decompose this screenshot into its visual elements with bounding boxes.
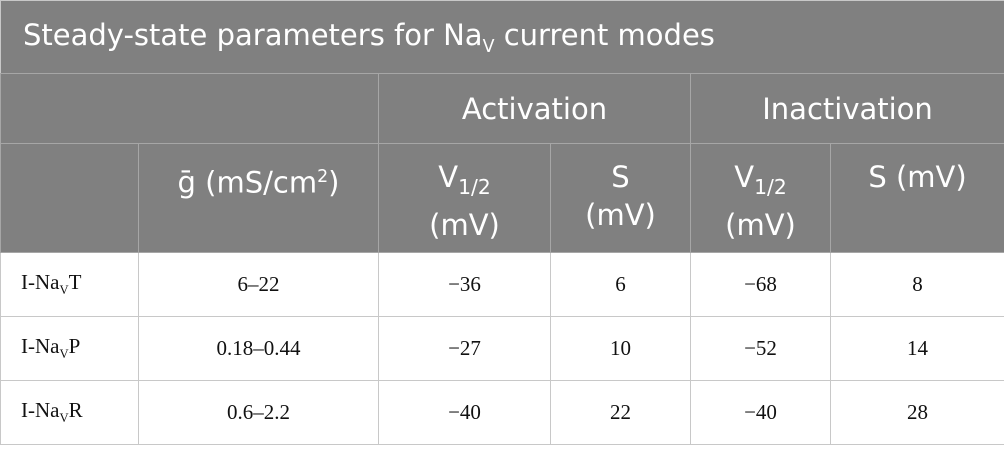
group-header: Inactivation	[689, 73, 1004, 144]
parameter-table: Steady-state parameters for NaV current …	[0, 0, 1004, 445]
group-header: Activation	[378, 73, 691, 144]
column-header: V1/2 (mV)	[378, 143, 551, 253]
label-part: I-Na	[21, 270, 60, 295]
table-title: Steady-state parameters for NaV current …	[0, 0, 1004, 74]
table-cell: 10	[550, 316, 691, 381]
table-cell: 14	[829, 316, 1004, 381]
label-part: I-Na	[21, 398, 60, 423]
table-cell: −36	[378, 252, 551, 317]
row-label: I-NaVP	[0, 316, 139, 381]
table-cell: 0.18–0.44	[138, 316, 379, 381]
header-blank	[0, 143, 139, 253]
table-cell: −40	[690, 380, 831, 445]
table-cell: 6	[550, 252, 691, 317]
table-cell: 0.6–2.2	[138, 380, 379, 445]
table-cell: −27	[378, 316, 551, 381]
table-cell: 6–22	[138, 252, 379, 317]
table-row: I-NaVT 6–22 −36 6 −68 8	[0, 252, 1004, 317]
label-part: V	[59, 347, 69, 362]
column-header: S (mV)	[829, 143, 1004, 253]
header-blank	[0, 73, 379, 144]
column-header: S (mV)	[550, 143, 691, 253]
label-part: I-Na	[21, 334, 60, 359]
table-cell: −52	[690, 316, 831, 381]
table-cell: −68	[690, 252, 831, 317]
table-row: I-NaVP 0.18–0.44 −27 10 −52 14	[0, 316, 1004, 381]
row-label: I-NaVT	[0, 252, 139, 317]
row-label: I-NaVR	[0, 380, 139, 445]
table-row: I-NaVR 0.6–2.2 −40 22 −40 28	[0, 380, 1004, 445]
label-part: P	[68, 334, 81, 359]
table-cell: 28	[829, 380, 1004, 445]
table-cell: −40	[378, 380, 551, 445]
column-header: ḡ (mS/cm2)	[138, 143, 379, 253]
label-part: V	[59, 283, 69, 298]
table-cell: 22	[550, 380, 691, 445]
label-part: T	[68, 270, 82, 295]
column-header: V1/2 (mV)	[690, 143, 831, 253]
label-part: V	[59, 411, 69, 426]
table-cell: 8	[829, 252, 1004, 317]
label-part: R	[68, 398, 83, 423]
